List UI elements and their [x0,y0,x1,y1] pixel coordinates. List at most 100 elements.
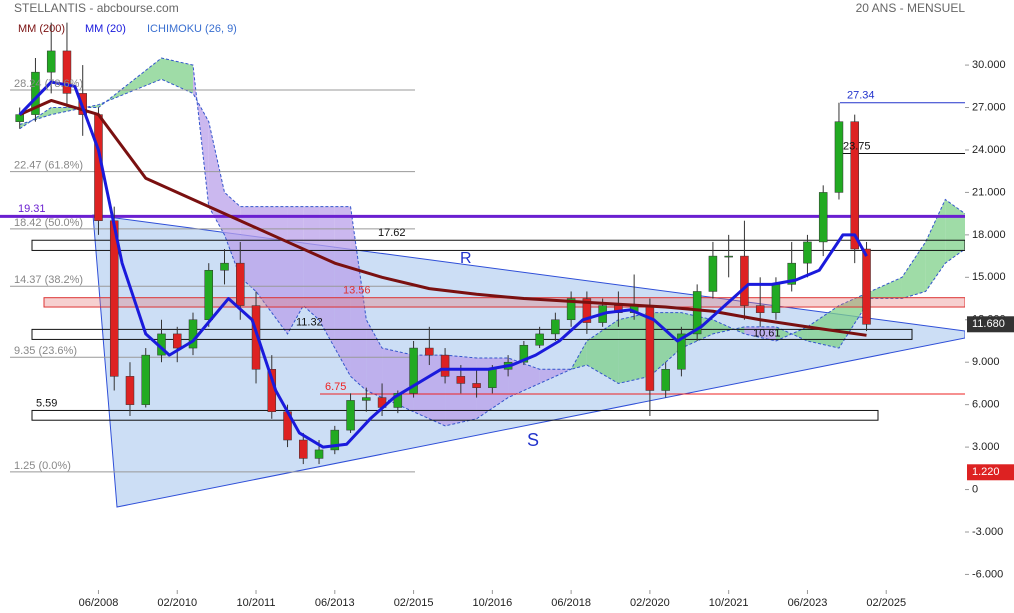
cloud [649,312,682,377]
cloud [901,241,926,299]
cloud [618,312,650,384]
y-tick-label: 0 [972,483,978,495]
zone [31,328,913,340]
candle-body [236,262,245,306]
candle-body [409,347,418,394]
candle-body [299,439,308,459]
zone-label: 11.32 [296,316,323,328]
level-label: 6.75 [325,381,346,393]
candle-body [724,255,733,258]
zone-label: 5.59 [36,397,57,409]
candle-body [692,291,702,335]
x-tick-label: 10/2021 [709,597,749,609]
legend-entry: ICHIMOKU (26, 9) [147,23,237,35]
candle-body [661,369,670,391]
moving-average [19,98,867,337]
x-tick-label: 10/2016 [472,597,512,609]
y-tick-label: 18.000 [972,229,1006,241]
candle-body [771,284,781,313]
candle-body [251,305,261,370]
value-box-label: 11.680 [972,318,1005,330]
x-tick-label: 10/2011 [237,597,276,609]
fib-label: 14.37 (38.2%) [14,274,83,286]
candle-body [125,376,135,405]
value-box [967,464,1014,481]
candle-body [708,255,718,292]
cloud [161,58,193,94]
candle-body [755,305,765,313]
candle-body [818,192,828,243]
candle-body [740,255,749,306]
y-tick-label: 9.000 [972,356,1000,368]
cloud-edge [19,78,965,384]
candle-body [314,449,324,459]
candle-body [425,347,434,356]
candle-body [393,393,403,408]
zone-label: 13.56 [343,285,371,297]
annotation: R [460,250,472,267]
y-tick-label: 24.000 [972,144,1006,156]
x-tick-label: 02/2015 [394,597,434,609]
x-tick-label: 02/2025 [866,597,906,609]
candle-body [172,333,182,349]
zone [31,409,879,421]
y-tick-label: -3.000 [972,526,1003,538]
candle-body [850,121,859,250]
cloud [319,206,335,349]
x-tick-label: 06/2008 [79,597,119,609]
y-tick-label: 6.000 [972,399,1000,411]
cloud [208,121,225,235]
cloud [303,206,320,320]
fib-label: 22.47 (61.8%) [14,160,83,172]
x-tick-label: 02/2020 [630,597,670,609]
value-box-label: 1.220 [972,466,1000,478]
plot-area [0,22,965,508]
value-box [967,316,1014,333]
candle-body [834,121,844,193]
y-tick-label: 30.000 [972,59,1006,71]
candle-body [62,50,72,94]
y-tick-label: -6.000 [972,568,1003,580]
x-tick-label: 06/2013 [315,597,355,609]
candle-body [566,298,576,321]
y-tick-label: 15.000 [972,271,1006,283]
candle-body [472,383,481,388]
cloud [586,319,619,384]
chart-subtitle: 20 ANS - MENSUEL [856,1,966,15]
cloud [870,277,902,299]
cloud [350,206,367,391]
candle-body [141,354,150,405]
candle-body [535,333,544,346]
candle-body [204,269,214,321]
x-tick-label: 06/2023 [788,597,828,609]
candle-body [46,50,56,73]
chart-title: STELLANTIS - abcbourse.com [14,1,179,15]
candle-body [519,344,529,363]
legend-entry: MM (20) [85,23,126,35]
candle-body [787,262,796,285]
fib-label: 9.35 (23.6%) [14,345,77,357]
candle-body [551,319,560,335]
cloud [807,305,839,349]
cloud [945,199,965,264]
cloud [334,206,351,377]
annotation: S [527,430,539,450]
candle-body [440,354,450,377]
candle-body [346,400,355,431]
cloud [539,369,572,384]
x-tick-label: 06/2018 [551,597,591,609]
candle-body [862,248,871,325]
cloud [193,65,209,207]
y-tick-label: 27.000 [972,101,1006,113]
zone [43,297,965,308]
zone [31,239,965,251]
zone-label: 10.61 [753,327,781,339]
candle-body [582,298,592,323]
candle-body [362,397,371,401]
moving-average [18,80,868,449]
cloud [744,326,776,341]
candle-body [677,333,686,370]
zone-label: 17.62 [378,227,406,239]
fib-label: 1.25 (0.0%) [14,460,71,472]
